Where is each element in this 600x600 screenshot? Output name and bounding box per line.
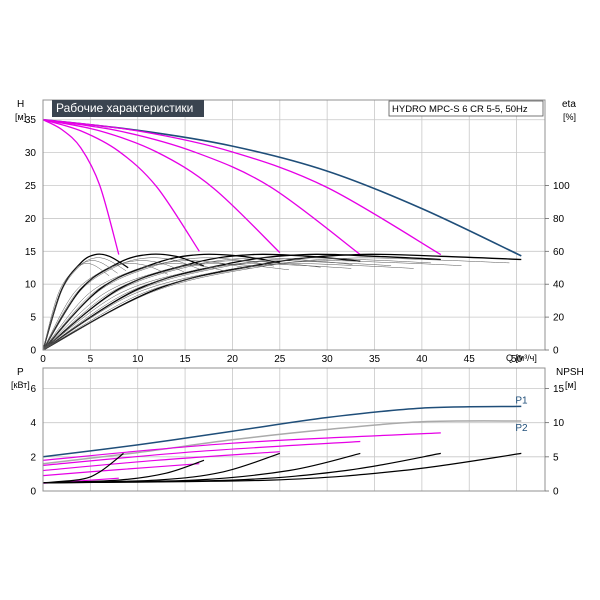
model-box: [388, 100, 544, 117]
x-tick-label: 15: [180, 354, 192, 365]
y-right-tick-label: 40: [553, 280, 565, 291]
efficiency-reduced-curve: [42, 263, 414, 351]
top-panel-curves: [42, 118, 522, 351]
chart-title: Рабочие характеристики: [56, 101, 193, 115]
efficiency-reduced-curve: [42, 263, 110, 351]
power-curve-3-pumps: [42, 451, 280, 472]
y-left-tick-label: 35: [25, 115, 37, 126]
efficiency-curve-5-pumps: [42, 253, 441, 351]
curve-label-p1: P1: [515, 395, 528, 406]
y-left-tick-label: 5: [30, 313, 36, 324]
efficiency-reduced-curve: [42, 260, 184, 351]
y-right-tick-label: 80: [553, 214, 565, 225]
bottom-panel-grid: [42, 368, 545, 492]
y-right-unit: [%]: [563, 112, 576, 122]
efficiency-reduced-curve: [42, 257, 353, 351]
p-tick-label: 4: [30, 418, 36, 429]
x-tick-label: 20: [227, 354, 239, 365]
qh-curve-1-pumps: [42, 119, 120, 255]
npsh-curve-1-pumps: [42, 452, 124, 484]
top-panel-grid: [42, 100, 545, 351]
power-curve-p1: [42, 405, 522, 458]
y-left-tick-label: 20: [25, 214, 37, 225]
qh-curve-2-pumps: [42, 119, 200, 252]
x-tick-label: 25: [274, 354, 286, 365]
efficiency-reduced-curve: [42, 260, 462, 351]
y-left-tick-label: 30: [25, 148, 37, 159]
power-curve-4-pumps: [42, 440, 361, 466]
bottom-panel-frame: [42, 367, 546, 492]
top-panel-ticks: 0 5 10 15 20 25 30 35 40 45 50 0 5 10 15 20 25 30 35 0 20 40 6…: [25, 115, 570, 365]
y-right-tick-label: 100: [553, 181, 570, 192]
x-tick-label: 50: [511, 354, 523, 365]
npsh-axis-unit: [м]: [565, 380, 576, 390]
qh-curve-3-pumps: [42, 119, 281, 254]
y-left-tick-label: 15: [25, 247, 37, 258]
x-tick-label: 30: [322, 354, 334, 365]
y-right-tick-label: 20: [553, 313, 565, 324]
efficiency-reduced-curve: [42, 257, 274, 351]
efficiency-curve-4-pumps: [42, 253, 361, 351]
efficiency-reduced-curve: [42, 257, 201, 351]
y-left-tick-label: 0: [30, 346, 36, 357]
y-left-tick-label: 10: [25, 280, 37, 291]
p-tick-label: 0: [30, 487, 36, 498]
power-curve-5-pumps: [42, 432, 441, 461]
y-right-tick-label: 0: [553, 346, 559, 357]
p-tick-label: 6: [30, 384, 36, 395]
npsh-tick-label: 0: [553, 487, 559, 498]
y-right-label: eta: [562, 99, 576, 110]
power-curve-2-pumps: [42, 463, 200, 477]
x-tick-label: 0: [40, 354, 46, 365]
npsh-tick-label: 5: [553, 452, 559, 463]
efficiency-reduced-curve: [42, 257, 431, 351]
efficiency-reduced-curve: [42, 257, 510, 351]
efficiency-reduced-curve: [42, 263, 352, 351]
efficiency-reduced-curve: [42, 257, 127, 351]
p-axis-label: P: [17, 367, 24, 378]
x-tick-label: 40: [416, 354, 428, 365]
qh-curve-4-pumps: [42, 119, 361, 256]
efficiency-reduced-curve: [42, 260, 118, 351]
y-right-tick-label: 60: [553, 247, 565, 258]
bottom-panel-ticks: 0 2 4 6 0 5 10 15: [30, 384, 564, 498]
npsh-curve-3-pumps: [42, 452, 280, 484]
model-label: HYDRO MPC-S 6 CR 5-5, 50Hz: [392, 104, 528, 115]
npsh-curve-5-pumps: [42, 452, 441, 484]
y-left-label: H: [17, 99, 24, 110]
efficiency-curve-3-pumps: [42, 253, 280, 351]
power-curve-p2: [42, 420, 522, 465]
efficiency-reduced-curve: [42, 263, 168, 351]
bottom-panel-curves: P1 P2: [42, 395, 528, 484]
npsh-tick-label: 15: [553, 384, 565, 395]
x-tick-label: 35: [369, 354, 381, 365]
p-tick-label: 2: [30, 452, 36, 463]
efficiency-curve-6-pumps: [42, 253, 522, 351]
efficiency-curve-1-pumps: [42, 253, 129, 351]
x-tick-label: 5: [88, 354, 94, 365]
npsh-tick-label: 10: [553, 418, 565, 429]
efficiency-reduced-curve: [42, 263, 289, 351]
efficiency-reduced-curve: [42, 263, 227, 351]
y-left-unit: [м]: [15, 112, 26, 122]
efficiency-reduced-curve: [42, 260, 321, 351]
qh-curve-6-pumps: [42, 118, 522, 257]
npsh-curve-6-pumps: [42, 452, 522, 484]
x-tick-label: 10: [132, 354, 144, 365]
top-panel-frame: [42, 99, 546, 351]
y-left-tick-label: 25: [25, 181, 37, 192]
x-tick-label: 45: [464, 354, 476, 365]
npsh-axis-label: NPSH: [556, 367, 584, 378]
x-axis-label: Q [м³/ч]: [506, 353, 537, 363]
qh-curve-5-pumps: [42, 119, 442, 256]
title-box: [52, 100, 204, 117]
efficiency-reduced-curve: [42, 260, 251, 351]
p-axis-unit: [кВт]: [11, 380, 30, 390]
curve-label-p2: P2: [515, 423, 528, 434]
